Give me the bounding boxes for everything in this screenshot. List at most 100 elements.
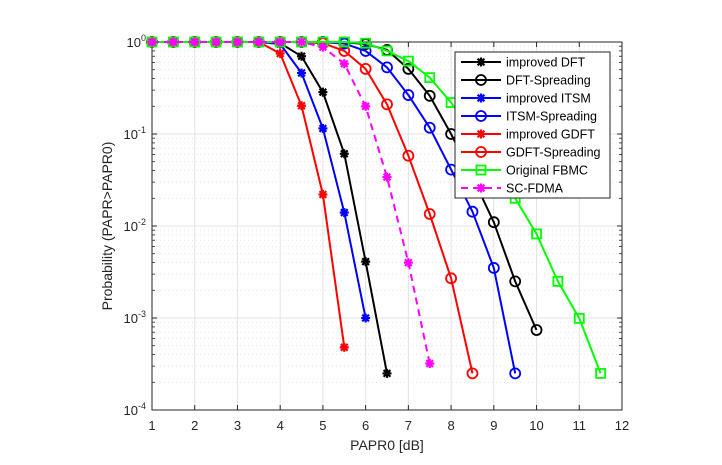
data-point bbox=[381, 45, 393, 57]
data-point bbox=[509, 367, 522, 380]
data-point bbox=[318, 42, 328, 52]
marker-core bbox=[427, 360, 433, 367]
legend-label: improved DFT bbox=[506, 56, 586, 70]
data-point bbox=[361, 257, 371, 267]
marker-core bbox=[363, 103, 369, 109]
legend-marker bbox=[475, 164, 487, 176]
data-point bbox=[275, 48, 285, 58]
data-point bbox=[339, 149, 349, 159]
series-line bbox=[152, 41, 431, 364]
marker-core bbox=[341, 209, 347, 216]
legend-label: improved ITSM bbox=[506, 92, 591, 106]
data-point bbox=[424, 72, 436, 84]
data-point bbox=[232, 37, 242, 47]
data-point bbox=[487, 262, 500, 274]
marker-core bbox=[256, 39, 262, 45]
data-point bbox=[147, 37, 157, 47]
data-point bbox=[466, 205, 479, 218]
marker-core bbox=[478, 185, 484, 191]
marker-core bbox=[298, 53, 305, 59]
data-point bbox=[402, 149, 415, 162]
data-point bbox=[445, 272, 457, 285]
data-point bbox=[402, 63, 415, 75]
legend-entry: DFT-Spreading bbox=[461, 74, 591, 88]
marker-core bbox=[478, 59, 484, 65]
legend-label: Original FBMC bbox=[506, 164, 588, 178]
data-point bbox=[339, 59, 349, 69]
y-tick-exponent: 0 bbox=[141, 33, 146, 43]
legend-label: GDFT-Spreading bbox=[506, 146, 601, 160]
x-tick-label: 4 bbox=[277, 418, 284, 433]
y-tick-base: 10 bbox=[124, 403, 138, 418]
x-tick-label: 1 bbox=[148, 418, 155, 433]
y-tick-label: 10-3 bbox=[124, 309, 146, 326]
data-point bbox=[297, 51, 307, 61]
data-point bbox=[382, 368, 392, 378]
y-tick-label: 10-4 bbox=[124, 401, 146, 418]
data-point bbox=[359, 63, 372, 75]
marker-core bbox=[341, 344, 347, 350]
y-tick-base: 10 bbox=[124, 311, 138, 326]
data-point bbox=[361, 101, 371, 111]
data-point bbox=[339, 342, 349, 352]
x-tick-label: 10 bbox=[529, 418, 543, 433]
x-tick-label: 5 bbox=[319, 418, 326, 433]
data-point bbox=[402, 89, 415, 101]
data-point bbox=[423, 89, 436, 102]
legend-entry: SC-FDMA bbox=[461, 182, 564, 196]
y-tick-exponent: -3 bbox=[138, 309, 146, 319]
marker-core bbox=[149, 39, 155, 45]
legend-entry: improved DFT bbox=[461, 56, 586, 70]
data-point bbox=[297, 101, 307, 111]
legend-marker bbox=[476, 57, 486, 67]
legend-label: DFT-Spreading bbox=[506, 74, 591, 88]
data-point bbox=[338, 36, 350, 48]
marker-core bbox=[384, 370, 390, 376]
marker-core bbox=[320, 125, 326, 132]
data-point bbox=[211, 37, 221, 47]
data-point bbox=[402, 55, 414, 67]
legend-entry: GDFT-Spreading bbox=[461, 146, 601, 160]
data-point bbox=[254, 37, 264, 47]
series-layer bbox=[146, 36, 607, 380]
marker-core bbox=[298, 39, 305, 45]
legend-marker bbox=[476, 93, 486, 103]
data-point bbox=[487, 216, 500, 229]
marker-core bbox=[320, 89, 326, 95]
marker-core bbox=[213, 39, 219, 45]
legend-entry: improved GDFT bbox=[461, 128, 595, 142]
y-tick-exponent: -2 bbox=[138, 217, 146, 227]
x-tick-label: 11 bbox=[573, 418, 587, 433]
series-sc-fdma bbox=[147, 37, 435, 369]
x-tick-label: 7 bbox=[405, 418, 412, 433]
marker-core bbox=[478, 95, 484, 101]
y-tick-label: 10-1 bbox=[124, 125, 146, 142]
data-point bbox=[573, 313, 585, 324]
legend-entry: ITSM-Spreading bbox=[461, 110, 597, 124]
x-tick-label: 6 bbox=[362, 418, 369, 433]
data-point bbox=[361, 313, 371, 323]
legend-marker bbox=[475, 146, 487, 158]
y-tick-exponent: -4 bbox=[138, 401, 146, 411]
legend-marker bbox=[475, 110, 487, 122]
legend: improved DFT DFT-Spreading improved ITSM IT… bbox=[454, 51, 611, 199]
marker-core bbox=[384, 174, 390, 180]
y-tick-base: 10 bbox=[124, 219, 138, 234]
data-point bbox=[275, 37, 285, 47]
data-point bbox=[190, 37, 200, 47]
data-point bbox=[466, 367, 479, 380]
x-axis-label: PAPR0 [dB] bbox=[350, 437, 424, 453]
data-point bbox=[531, 228, 542, 240]
x-tick-label: 12 bbox=[615, 418, 629, 433]
data-point bbox=[297, 37, 307, 47]
x-tick-label: 2 bbox=[191, 418, 198, 433]
data-point bbox=[595, 367, 607, 379]
y-tick-exponent: -1 bbox=[138, 125, 146, 135]
marker-core bbox=[170, 39, 176, 45]
legend-label: ITSM-Spreading bbox=[506, 110, 597, 124]
legend-marker bbox=[475, 74, 487, 86]
y-tick-label: 10-2 bbox=[124, 217, 146, 234]
data-point bbox=[530, 324, 543, 336]
data-point bbox=[318, 87, 328, 97]
data-point bbox=[318, 189, 328, 199]
